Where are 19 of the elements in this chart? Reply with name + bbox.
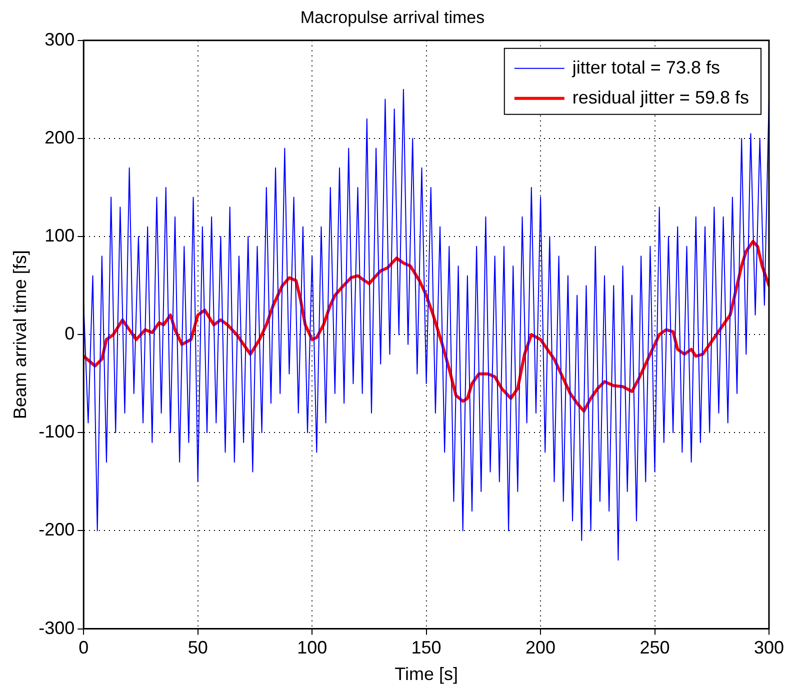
x-axis-title: Time [s] xyxy=(394,664,458,684)
x-tick-label: 150 xyxy=(411,638,442,658)
x-tick-label: 200 xyxy=(526,638,556,658)
y-axis-title: Beam arrival time [fs] xyxy=(10,250,30,420)
legend-label: residual jitter = 59.8 fs xyxy=(572,87,749,108)
y-tick-label: 300 xyxy=(44,29,75,50)
y-tick-label: -200 xyxy=(38,520,75,540)
y-tick-label: 200 xyxy=(44,127,75,148)
y-tick-label: -100 xyxy=(38,422,75,442)
x-tick-label: 250 xyxy=(640,638,670,658)
y-tick-label: 0 xyxy=(64,324,75,344)
y-tick-label: -300 xyxy=(38,618,75,638)
chart-title: Macropulse arrival times xyxy=(300,8,485,27)
x-tick-label: 100 xyxy=(297,638,328,658)
x-tick-label: 300 xyxy=(754,638,784,658)
x-tick-label: 0 xyxy=(78,638,89,658)
x-tick-label: 50 xyxy=(188,638,208,658)
y-tick-label: 100 xyxy=(44,226,75,246)
legend-label: jitter total = 73.8 fs xyxy=(571,57,720,78)
